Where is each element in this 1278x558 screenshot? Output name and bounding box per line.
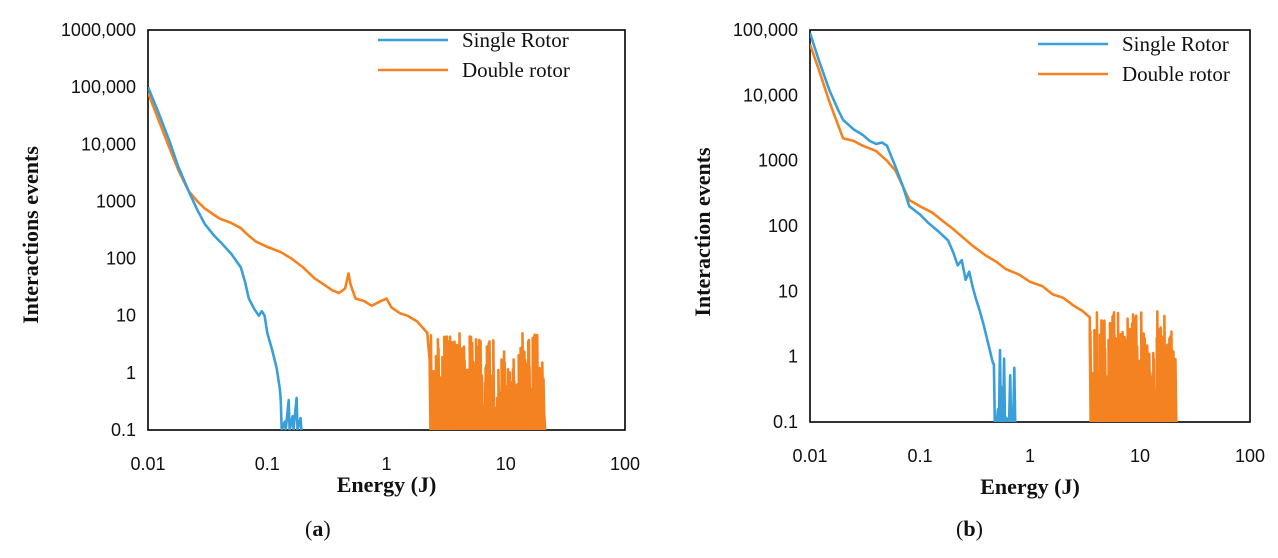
series-line-double-rotor bbox=[148, 92, 547, 430]
y-axis-title: Interaction events bbox=[690, 147, 715, 317]
x-tick-label: 0.1 bbox=[255, 454, 280, 474]
x-axis-title: Energy (J) bbox=[980, 474, 1080, 499]
chart-panel-b: 0.1 1 10 100 1000 10,000 100,000 0.01 0.1 1 10 100 E… bbox=[660, 0, 1278, 558]
y-tick-label: 10,000 bbox=[743, 85, 798, 105]
chart-b-svg: 0.1 1 10 100 1000 10,000 100,000 0.01 0.1 1 10 100 E… bbox=[690, 20, 1265, 499]
caption-b-open: ( bbox=[956, 516, 964, 541]
y-tick-label: 1000,000 bbox=[61, 20, 136, 40]
y-tick-label: 1 bbox=[788, 347, 798, 367]
x-tick-label: 0.1 bbox=[907, 446, 932, 466]
y-tick-label: 10,000 bbox=[81, 134, 136, 154]
y-tick-label: 100,000 bbox=[71, 77, 136, 97]
plot-frame bbox=[147, 29, 626, 431]
x-tick-label: 1 bbox=[1025, 446, 1035, 466]
y-tick-label: 100 bbox=[768, 216, 798, 236]
caption-a-letter: a bbox=[312, 516, 324, 541]
legend-label: Single Rotor bbox=[462, 28, 569, 52]
x-tick-label: 100 bbox=[610, 454, 640, 474]
chart-a-svg: 0.1 1 10 100 1000 10,000 100,000 1000,000 0.01 0.… bbox=[18, 20, 640, 497]
x-tick-label: 10 bbox=[1130, 446, 1150, 466]
y-tick-label: 10 bbox=[778, 281, 798, 301]
x-tick-label: 0.01 bbox=[130, 454, 165, 474]
y-tick-label: 0.1 bbox=[773, 412, 798, 432]
y-tick-label: 100 bbox=[106, 249, 136, 269]
y-tick-label: 1 bbox=[126, 363, 136, 383]
legend-label: Single Rotor bbox=[1122, 32, 1229, 56]
caption-b-close: ) bbox=[975, 516, 983, 541]
x-tick-label: 10 bbox=[496, 454, 516, 474]
x-tick-label: 100 bbox=[1235, 446, 1265, 466]
y-tick-label: 1000 bbox=[96, 191, 136, 211]
x-axis-title: Energy (J) bbox=[337, 472, 437, 497]
chart-panel-a: 0.1 1 10 100 1000 10,000 100,000 1000,000 0.01 0.… bbox=[18, 20, 640, 542]
y-tick-label: 100,000 bbox=[733, 20, 798, 40]
series-line-single-rotor bbox=[148, 86, 303, 430]
x-tick-label: 1 bbox=[381, 454, 391, 474]
plot-frame bbox=[809, 29, 1251, 423]
legend-label: Double rotor bbox=[462, 58, 570, 82]
x-tick-label: 0.01 bbox=[792, 446, 827, 466]
caption-a-close: ) bbox=[323, 516, 331, 541]
series-line-double-rotor bbox=[810, 44, 1178, 422]
series-line-single-rotor bbox=[810, 32, 1017, 422]
y-axis-title: Interactions events bbox=[18, 146, 43, 324]
y-tick-label: 1000 bbox=[758, 151, 798, 171]
caption-b: (b) bbox=[956, 516, 983, 542]
caption-b-letter: b bbox=[963, 516, 976, 541]
y-tick-label: 0.1 bbox=[111, 420, 136, 440]
caption-a: (a) bbox=[305, 516, 331, 542]
caption-a-open: ( bbox=[305, 516, 313, 541]
legend-label: Double rotor bbox=[1122, 62, 1230, 86]
y-tick-label: 10 bbox=[116, 306, 136, 326]
